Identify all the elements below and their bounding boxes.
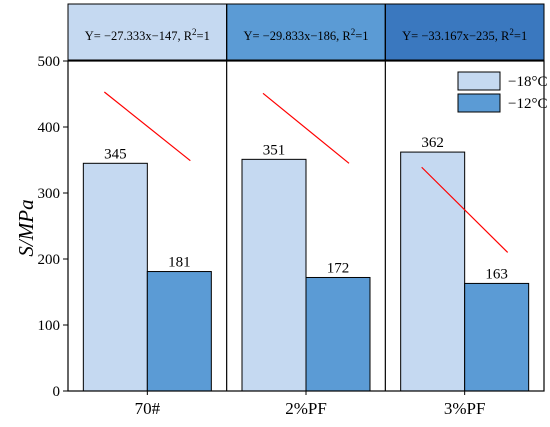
bar-value-label: 172 (327, 260, 350, 276)
trend-line (103, 91, 191, 162)
bar-value-label: 345 (104, 146, 127, 162)
regression-equation-label: Y= −33.167x−235, R2=1 (402, 27, 527, 43)
bar-value-label: 362 (421, 135, 444, 151)
legend-label: −18°C (508, 74, 547, 90)
x-tick-label: 2%PF (285, 399, 327, 418)
regression-equation-label: Y= −27.333x−147, R2=1 (85, 27, 210, 43)
y-tick-label: 100 (38, 318, 61, 334)
bar-value-label: 181 (168, 255, 191, 271)
y-tick-label: 500 (38, 54, 61, 70)
bar-value-label: 351 (263, 142, 286, 158)
y-tick-label: 200 (38, 252, 61, 268)
legend-swatch (457, 71, 501, 91)
y-tick-label: 400 (38, 120, 61, 136)
header-panel (67, 3, 228, 61)
trend-line (421, 166, 509, 253)
header-panel (226, 3, 386, 61)
bar (464, 282, 530, 392)
bar (146, 271, 212, 392)
y-axis-label: S/MPa (14, 199, 38, 256)
trend-line (262, 92, 350, 164)
bar (305, 276, 371, 392)
y-tick-label: 0 (53, 384, 61, 400)
bar (241, 158, 307, 392)
header-panel (384, 3, 545, 61)
x-tick-label: 3%PF (444, 399, 486, 418)
x-tick-label: 70# (135, 399, 161, 418)
y-tick-label: 300 (38, 186, 61, 202)
bar (82, 162, 148, 392)
legend-label: −12°C (508, 96, 547, 112)
regression-equation-label: Y= −29.833x−186, R2=1 (243, 27, 368, 43)
bar-value-label: 163 (485, 266, 508, 282)
bar (400, 151, 466, 392)
legend-swatch (457, 93, 501, 113)
